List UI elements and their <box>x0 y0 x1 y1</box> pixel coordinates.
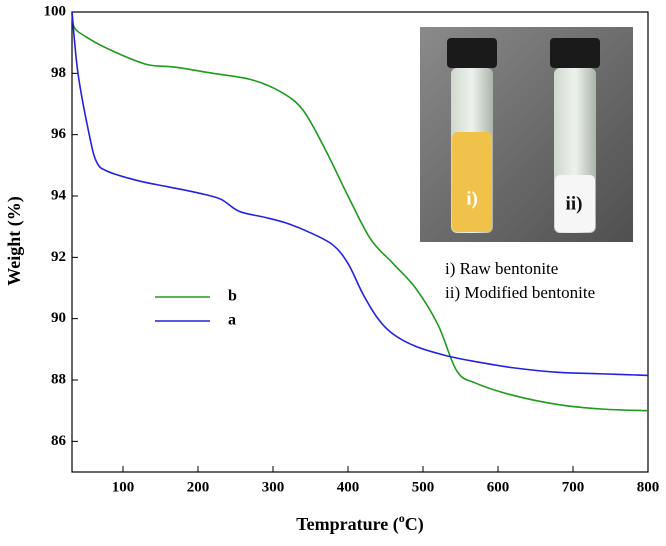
inset-photo: i) ii) <box>420 27 633 242</box>
x-label-sup: o <box>399 511 405 525</box>
x-tick-label: 200 <box>187 479 210 495</box>
y-axis-label: Weight (%) <box>4 196 25 286</box>
vial-label: ii) <box>566 193 583 214</box>
x-tick-label: 100 <box>112 479 135 495</box>
legend-label: a <box>228 312 236 329</box>
x-label-part: C) <box>405 514 424 535</box>
x-tick-label: 400 <box>337 479 360 495</box>
legend-label: b <box>228 288 237 305</box>
x-label-part: Temprature ( <box>296 514 399 535</box>
y-tick-label: 94 <box>51 187 67 203</box>
data-line <box>71 11 649 412</box>
x-tick-label: 700 <box>562 479 585 495</box>
x-tick-label: 600 <box>487 479 510 495</box>
x-tick-label: 800 <box>637 479 660 495</box>
y-tick-label: 96 <box>51 126 67 142</box>
plot-frame <box>71 11 649 473</box>
inset-caption: i) Raw bentonite <box>445 259 558 278</box>
y-tick-label: 98 <box>51 65 66 81</box>
x-tick-label: 300 <box>262 479 285 495</box>
y-tick-label: 92 <box>51 249 66 265</box>
y-tick-label: 100 <box>44 3 67 19</box>
x-tick-label: 500 <box>412 479 435 495</box>
y-tick-label: 90 <box>51 310 66 326</box>
inset-caption: ii) Modified bentonite <box>445 283 595 302</box>
x-axis-label: Temprature (oC) <box>296 511 424 535</box>
data-line <box>71 11 649 377</box>
y-tick-label: 86 <box>51 433 67 449</box>
vial-label: i) <box>466 188 478 209</box>
y-tick-label: 88 <box>51 371 66 387</box>
